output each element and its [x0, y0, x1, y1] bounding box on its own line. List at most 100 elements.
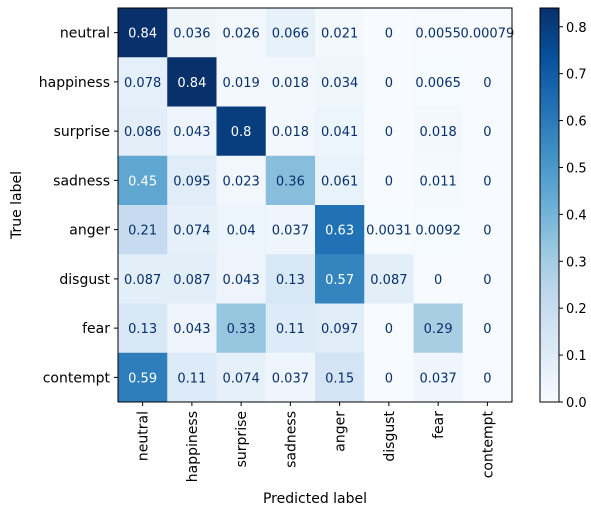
x-tick-label: surprise — [234, 411, 250, 467]
cell-value-label: 0.087 — [124, 273, 161, 288]
cell-value-label: 0.45 — [128, 174, 157, 189]
cell-value-label: 0.018 — [272, 76, 309, 91]
cell-value-label: 0.095 — [173, 174, 210, 189]
x-tick-label: happiness — [185, 411, 201, 482]
heatmap-cell — [216, 155, 267, 206]
heatmap-cell — [265, 8, 316, 58]
heatmap-cell — [265, 57, 316, 107]
cell-value-label: 0.04 — [227, 224, 256, 239]
x-tick-label: disgust — [382, 411, 398, 462]
cell-value-label: 0.15 — [325, 371, 354, 386]
cell-value-label: 0.026 — [223, 27, 260, 42]
cell-value-label: 0.037 — [272, 224, 309, 239]
cell-value-label: 0.84 — [177, 76, 206, 91]
heatmap-cell — [364, 205, 414, 255]
heatmap-cell — [315, 57, 365, 107]
y-axis-ticks: neutral happiness surprise sadness anger disg… — [39, 26, 118, 386]
colorbar-ticks: 0.0 0.1 0.2 0.3 0.4 0.5 0.6 0.7 0.8 — [559, 21, 587, 411]
cell-value-label: 0.087 — [370, 273, 407, 288]
cell-value-label: 0.018 — [420, 125, 457, 140]
heatmap-cell — [167, 303, 217, 354]
cell-value-label: 0.036 — [173, 27, 210, 42]
y-tick-label: surprise — [54, 124, 110, 140]
colorbar-tick-label: 0.4 — [566, 208, 587, 223]
heatmap-cell — [265, 352, 316, 403]
cell-value-label: 0.043 — [173, 125, 210, 140]
colorbar-tick-label: 0.3 — [566, 255, 587, 270]
heatmap-cell — [413, 155, 464, 206]
colorbar-tick-label: 0.7 — [566, 68, 587, 83]
heatmap-cell — [462, 303, 513, 354]
heatmap-cells — [118, 8, 513, 403]
cell-value-label: 0.037 — [272, 371, 309, 386]
cell-value-label: 0.0055 — [415, 27, 461, 42]
cell-value-label: 0.011 — [420, 174, 457, 189]
cell-value-label: 0.21 — [128, 224, 157, 239]
heatmap-cell — [118, 8, 168, 58]
colorbar-tick-label: 0.5 — [566, 161, 587, 176]
x-axis-label: Predicted label — [263, 491, 367, 507]
heatmap-cell — [265, 205, 316, 255]
heatmap-cell — [167, 57, 217, 107]
heatmap-cell — [167, 8, 217, 58]
cell-value-label: 0.59 — [128, 371, 157, 386]
cell-value-label: 0.043 — [173, 322, 210, 337]
heatmap-cell — [167, 155, 217, 206]
heatmap-cell — [315, 205, 365, 255]
heatmap-cell — [265, 106, 316, 157]
cell-value-label: 0 — [385, 174, 393, 189]
colorbar-tick-label: 0.2 — [566, 302, 587, 317]
heatmap-cell — [216, 8, 267, 58]
heatmap-cell — [216, 106, 267, 157]
y-tick-label: fear — [82, 321, 110, 337]
heatmap-cell — [462, 57, 513, 107]
cell-value-label: 0 — [483, 224, 491, 239]
cell-value-label: 0.061 — [321, 174, 358, 189]
heatmap-cell — [364, 352, 414, 403]
heatmap-cell — [413, 57, 464, 107]
heatmap-cell — [167, 205, 217, 255]
heatmap-cell — [364, 303, 414, 354]
colorbar-gradient — [539, 7, 560, 403]
heatmap-cell — [216, 254, 267, 304]
y-tick-label: contempt — [43, 370, 111, 386]
cell-value-label: 0.078 — [124, 76, 161, 91]
heatmap-cell — [413, 205, 464, 255]
heatmap-cell — [118, 205, 168, 255]
cell-value-label: 0.11 — [276, 322, 305, 337]
heatmap-cell — [462, 205, 513, 255]
heatmap-cell — [315, 106, 365, 157]
heatmap-cell — [118, 57, 168, 107]
cell-value-label: 0.018 — [272, 125, 309, 140]
cell-value-label: 0 — [483, 174, 491, 189]
cell-value-label: 0.13 — [128, 322, 157, 337]
y-tick-label: neutral — [60, 26, 110, 42]
cell-value-label: 0.0065 — [415, 76, 461, 91]
heatmap-cell — [462, 155, 513, 206]
heatmap-cell — [118, 254, 168, 304]
cell-value-label: 0.0031 — [366, 224, 412, 239]
heatmap-cell — [167, 106, 217, 157]
cell-value-label: 0.074 — [223, 371, 260, 386]
cell-value-label: 0.086 — [124, 125, 161, 140]
colorbar: 0.0 0.1 0.2 0.3 0.4 0.5 0.6 0.7 0.8 — [539, 7, 587, 411]
heatmap-cell — [462, 352, 513, 403]
heatmap-cell — [462, 106, 513, 157]
cell-value-label: 0 — [385, 371, 393, 386]
cell-value-label: 0.021 — [321, 27, 358, 42]
x-tick-label: neutral — [136, 411, 152, 461]
colorbar-tick-label: 0.6 — [566, 115, 587, 130]
heatmap-cell — [216, 205, 267, 255]
cell-value-label: 0.043 — [223, 273, 260, 288]
cell-value-label: 0 — [483, 76, 491, 91]
y-tick-label: disgust — [59, 272, 110, 288]
heatmap-cell — [413, 352, 464, 403]
cell-value-label: 0 — [483, 322, 491, 337]
cell-value-label: 0.84 — [128, 27, 157, 42]
cell-value-label: 0 — [483, 125, 491, 140]
heatmap-cell — [364, 155, 414, 206]
x-tick-label: anger — [333, 411, 349, 452]
heatmap-cell — [167, 254, 217, 304]
cell-value-label: 0 — [385, 322, 393, 337]
